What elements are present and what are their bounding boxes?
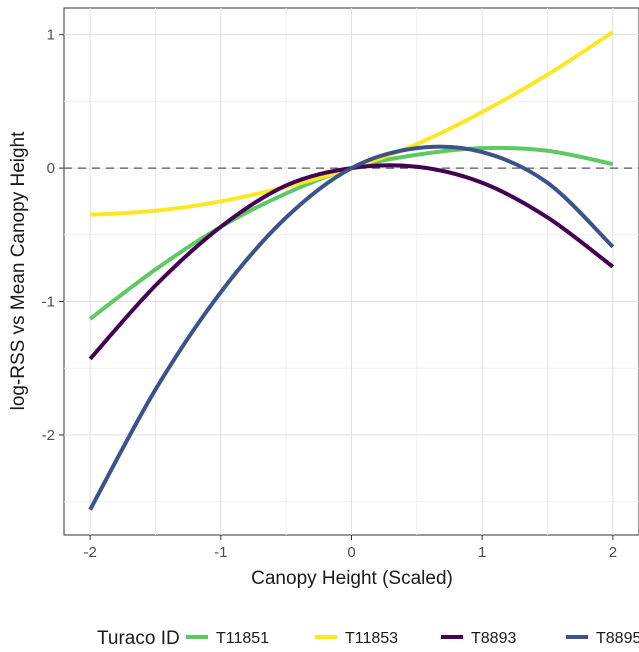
y-tick-label: 0 [47, 160, 55, 177]
y-axis-title: log-RSS vs Mean Canopy Height [8, 131, 29, 411]
x-axis-ticks: -2 -1 0 1 2 [83, 535, 617, 561]
series-lines [88, 30, 615, 511]
y-tick-label: 1 [47, 27, 55, 44]
y-tick-label: -2 [42, 427, 55, 444]
x-tick-label: 0 [347, 544, 355, 561]
x-axis-title: Canopy Height (Scaled) [251, 568, 453, 589]
x-tick-label: 2 [609, 544, 617, 561]
legend-label-t11853: T11853 [345, 630, 398, 647]
legend-label-t11851: T11851 [216, 630, 269, 647]
x-tick-label: -2 [83, 544, 96, 561]
x-tick-label: -1 [214, 544, 227, 561]
legend-title: Turaco ID [97, 628, 180, 649]
series-line-t8895 [88, 144, 615, 511]
legend-label-t8895: T8895 [596, 630, 639, 647]
legend: Turaco ID T11851 T11853 T8893 T8895 [97, 628, 639, 649]
y-axis-ticks: -2 -1 0 1 [42, 27, 64, 444]
legend-label-t8893: T8893 [471, 630, 516, 647]
x-tick-label: 1 [478, 544, 486, 561]
major-gridlines [64, 8, 639, 535]
y-tick-label: -1 [42, 294, 55, 311]
